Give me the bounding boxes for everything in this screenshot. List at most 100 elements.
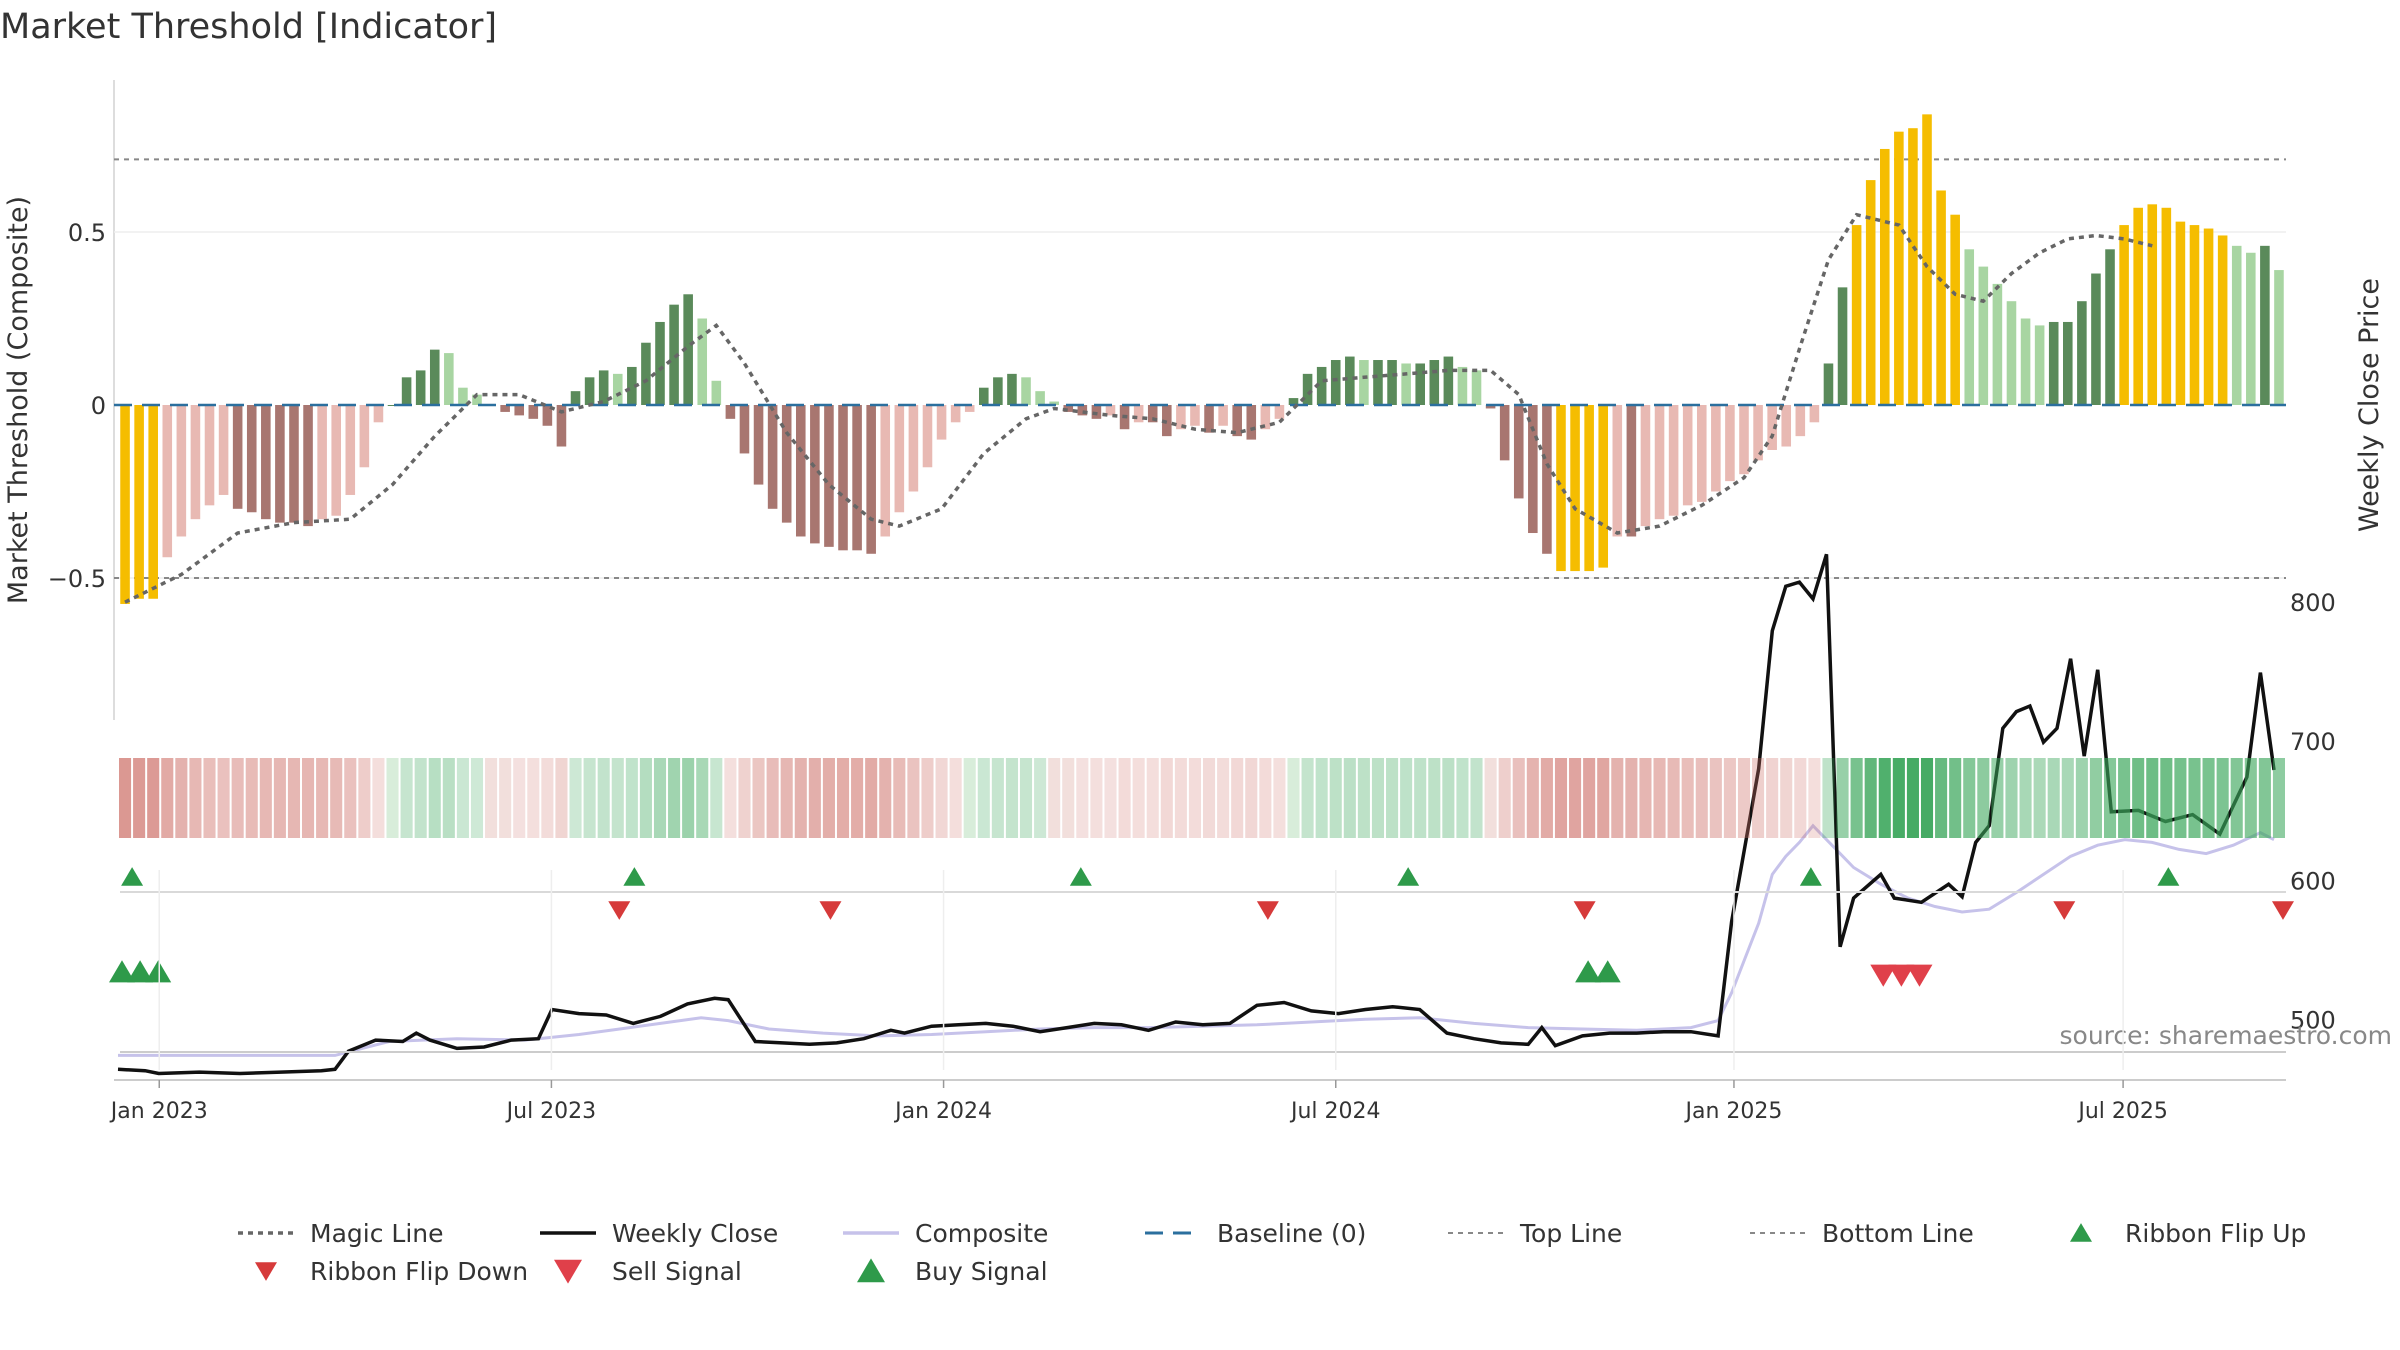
ribbon-cell — [2160, 758, 2173, 838]
composite-bar — [1837, 287, 1848, 405]
composite-bar — [1626, 405, 1637, 537]
composite-bar — [1964, 249, 1975, 405]
composite-line — [118, 823, 2275, 1057]
ribbon-cell — [2005, 758, 2018, 838]
composite-bars — [120, 114, 2284, 604]
ribbon-cell — [1160, 758, 1173, 838]
ribbon-cell — [668, 758, 681, 838]
composite-bar — [1696, 405, 1707, 502]
ribbon-cell — [780, 758, 793, 838]
composite-bar — [964, 405, 975, 412]
ribbon-cell — [175, 758, 188, 838]
ribbon-cell — [1217, 758, 1230, 838]
composite-bar — [345, 405, 356, 495]
ribbon-cell — [724, 758, 737, 838]
ribbon-cell — [1034, 758, 1047, 838]
composite-bar — [1246, 405, 1257, 440]
composite-bar — [2006, 301, 2017, 405]
ribbon-cell — [2146, 758, 2159, 838]
buy-signal-marker — [1594, 960, 1621, 983]
x-tick-label: Jul 2023 — [505, 1099, 597, 1124]
ribbon-cell — [2033, 758, 2046, 838]
composite-bar — [2119, 225, 2129, 405]
ribbon-cell — [414, 758, 427, 838]
composite-bar — [2231, 245, 2242, 405]
ribbon-cell — [696, 758, 709, 838]
ribbon-cell — [1132, 758, 1145, 838]
ribbon-cell — [2118, 758, 2131, 838]
composite-bar — [627, 366, 637, 405]
composite-bar — [584, 377, 595, 405]
buy-signal-markers — [109, 960, 1621, 983]
ribbon-cell — [2089, 758, 2102, 838]
composite-bar — [2105, 249, 2115, 405]
composite-bar — [120, 405, 130, 604]
ribbon-cell — [203, 758, 216, 838]
y2-tick-label: 500 — [2290, 1007, 2336, 1035]
composite-bar — [1429, 360, 1440, 405]
buy-signal-marker — [145, 960, 172, 983]
ribbon-cell — [2047, 758, 2060, 838]
ribbon-cell — [456, 758, 469, 838]
composite-bar — [1499, 405, 1510, 461]
ribbon-cell — [1639, 758, 1652, 838]
ribbon-cell — [893, 758, 906, 838]
composite-bar — [1443, 356, 1454, 405]
magic-line — [124, 212, 2153, 604]
legend-item: Ribbon Flip Down — [255, 1257, 528, 1286]
ribbon-cell — [1977, 758, 1990, 838]
ribbon-cell — [1188, 758, 1201, 838]
composite-bar — [2161, 207, 2172, 405]
ribbon-cell — [921, 758, 934, 838]
y-tick-label: 0 — [91, 392, 106, 420]
ribbon-cell — [1625, 758, 1638, 838]
ribbon-flip-up-marker — [1069, 867, 1092, 886]
composite-bar — [2189, 225, 2200, 405]
composite-bar — [2274, 270, 2284, 405]
composite-bar — [1809, 405, 1820, 423]
ribbon-cell — [1428, 758, 1441, 838]
composite-bar — [1570, 405, 1580, 572]
composite-bar — [542, 405, 553, 426]
ribbon-cell — [851, 758, 864, 838]
composite-bar — [1640, 405, 1651, 527]
ribbon-cell — [2103, 758, 2117, 838]
composite-bar — [1359, 360, 1369, 405]
legend-item: Sell Signal — [554, 1257, 742, 1286]
ribbon-cell — [189, 758, 202, 838]
ribbon-cell — [794, 758, 807, 838]
ribbon-cell — [1076, 758, 1089, 838]
ribbon-cell — [2202, 758, 2215, 838]
ribbon-cell — [147, 758, 160, 838]
x-tick-label: Jan 2024 — [893, 1099, 992, 1124]
ribbon-cell — [1723, 758, 1736, 838]
composite-bar — [387, 405, 398, 406]
ribbon-cell — [1470, 758, 1483, 838]
x-tick-label: Jul 2024 — [1289, 1099, 1381, 1124]
ribbon-cell — [428, 758, 441, 838]
composite-bar — [1330, 360, 1341, 405]
composite-bar — [1274, 405, 1285, 419]
ribbon-cell — [1231, 758, 1244, 838]
ribbon-cell — [1484, 758, 1497, 838]
composite-bar — [1176, 405, 1186, 430]
composite-bar — [2077, 301, 2087, 405]
ribbon-cell — [555, 758, 568, 838]
composite-bar — [1457, 366, 1468, 405]
ribbon-flip-down-marker — [2053, 901, 2076, 920]
ribbon-cell — [470, 758, 484, 838]
composite-bar — [1584, 405, 1594, 572]
reference-lines — [114, 158, 2286, 579]
ribbon-flip-up-marker — [1799, 867, 1822, 886]
legend-label: Sell Signal — [612, 1257, 742, 1286]
ribbon-cell — [1386, 758, 1399, 838]
composite-bar — [570, 391, 581, 405]
composite-bar — [275, 405, 285, 523]
composite-bar — [1035, 391, 1045, 405]
composite-bar — [1133, 405, 1144, 423]
composite-bar — [655, 321, 665, 405]
composite-bar — [1851, 225, 1862, 405]
ribbon-cell — [2244, 758, 2257, 838]
ribbon-cell — [161, 758, 174, 838]
